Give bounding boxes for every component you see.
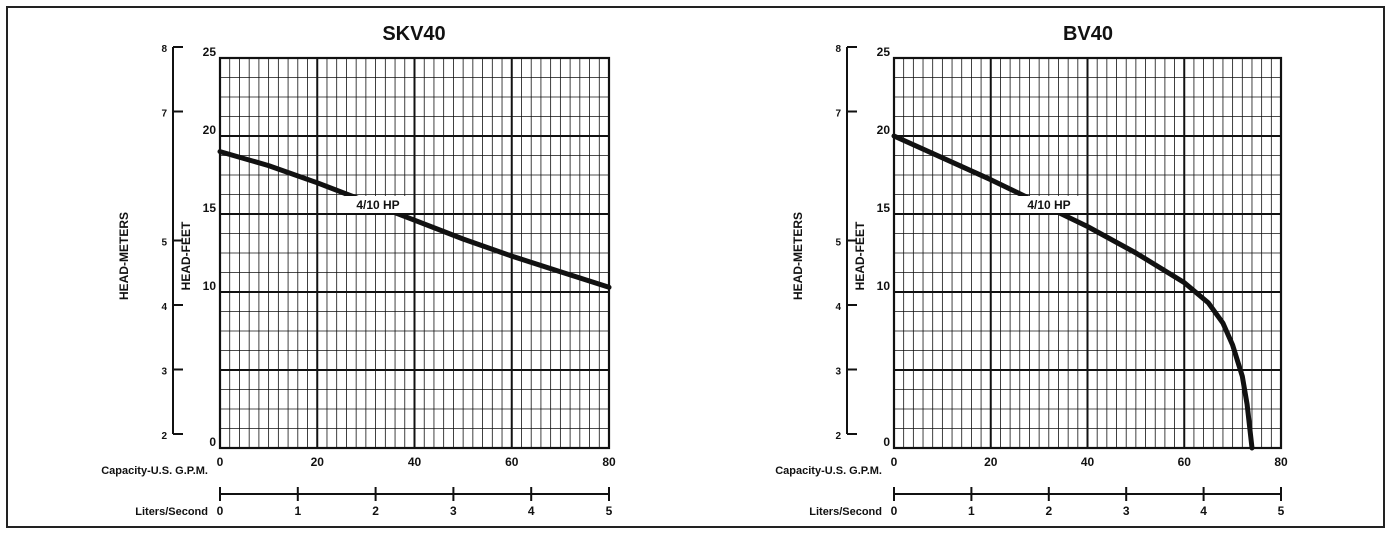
x-tick-label: 40 (1081, 455, 1095, 469)
chart-frame (6, 6, 1385, 528)
y-tick-label: 20 (877, 123, 891, 137)
x-tick-label: 80 (602, 455, 616, 469)
series-label: 4/10 HP (356, 198, 399, 212)
y-axis-label: HEAD-FEET (179, 221, 193, 290)
meter-tick-label: 2 (835, 431, 841, 442)
plot-border (218, 56, 611, 450)
meter-tick-label: 8 (161, 44, 167, 55)
lps-tick-label: 1 (294, 504, 301, 518)
x-tick-label: 0 (217, 455, 224, 469)
chart-title: SKV40 (382, 23, 445, 45)
y-tick-label: 15 (203, 201, 217, 215)
meter-tick-label: 2 (161, 431, 167, 442)
x-tick-label: 20 (984, 455, 998, 469)
chart-title: BV40 (1063, 23, 1113, 45)
meter-tick-label: 5 (161, 238, 167, 249)
meter-tick-label: 5 (835, 238, 841, 249)
lps-tick-label: 5 (606, 504, 613, 518)
x-tick-label: 20 (311, 455, 325, 469)
x-axis-label: Capacity-U.S. G.P.M. (775, 465, 882, 477)
series-line (217, 149, 612, 290)
meter-tick-label: 4 (835, 302, 841, 313)
lps-tick-label: 2 (372, 504, 379, 518)
y-axis-label: HEAD-FEET (853, 221, 867, 290)
series-line (891, 133, 1255, 451)
x-tick-label: 60 (505, 455, 519, 469)
meter-tick-label: 7 (835, 109, 841, 120)
lps-tick-label: 0 (891, 504, 898, 518)
series-label-background (1016, 196, 1082, 213)
x-axis-label: Capacity-U.S. G.P.M. (101, 465, 208, 477)
meter-tick-label: 4 (161, 302, 167, 313)
meter-axis-label: HEAD-METERS (117, 212, 131, 300)
lps-tick-label: 0 (217, 504, 224, 518)
lps-tick-label: 2 (1045, 504, 1052, 518)
x-tick-label: 60 (1178, 455, 1192, 469)
lps-tick-label: 3 (450, 504, 457, 518)
x-tick-label: 0 (891, 455, 898, 469)
y-tick-label: 25 (203, 45, 217, 59)
x-tick-label: 80 (1274, 455, 1288, 469)
meter-tick-label: 8 (835, 44, 841, 55)
meter-tick-label: 3 (835, 367, 841, 378)
y-tick-label: 25 (877, 45, 891, 59)
lps-axis-label: Liters/Second (809, 506, 882, 518)
y-tick-label: 0 (209, 435, 216, 449)
meter-axis-label: HEAD-METERS (791, 212, 805, 300)
y-tick-label: 10 (203, 279, 217, 293)
x-tick-label: 40 (408, 455, 422, 469)
series-label: 4/10 HP (1027, 198, 1070, 212)
y-tick-label: 15 (877, 201, 891, 215)
lps-tick-label: 4 (528, 504, 535, 518)
lps-axis-label: Liters/Second (135, 506, 208, 518)
y-tick-label: 10 (877, 279, 891, 293)
y-tick-label: 0 (883, 435, 890, 449)
lps-tick-label: 3 (1123, 504, 1130, 518)
meter-tick-label: 7 (161, 109, 167, 120)
plot-border (892, 56, 1283, 450)
lps-tick-label: 1 (968, 504, 975, 518)
lps-tick-label: 4 (1200, 504, 1207, 518)
meter-tick-label: 3 (161, 367, 167, 378)
y-tick-label: 20 (203, 123, 217, 137)
series-label-background (345, 196, 411, 213)
lps-tick-label: 5 (1278, 504, 1285, 518)
